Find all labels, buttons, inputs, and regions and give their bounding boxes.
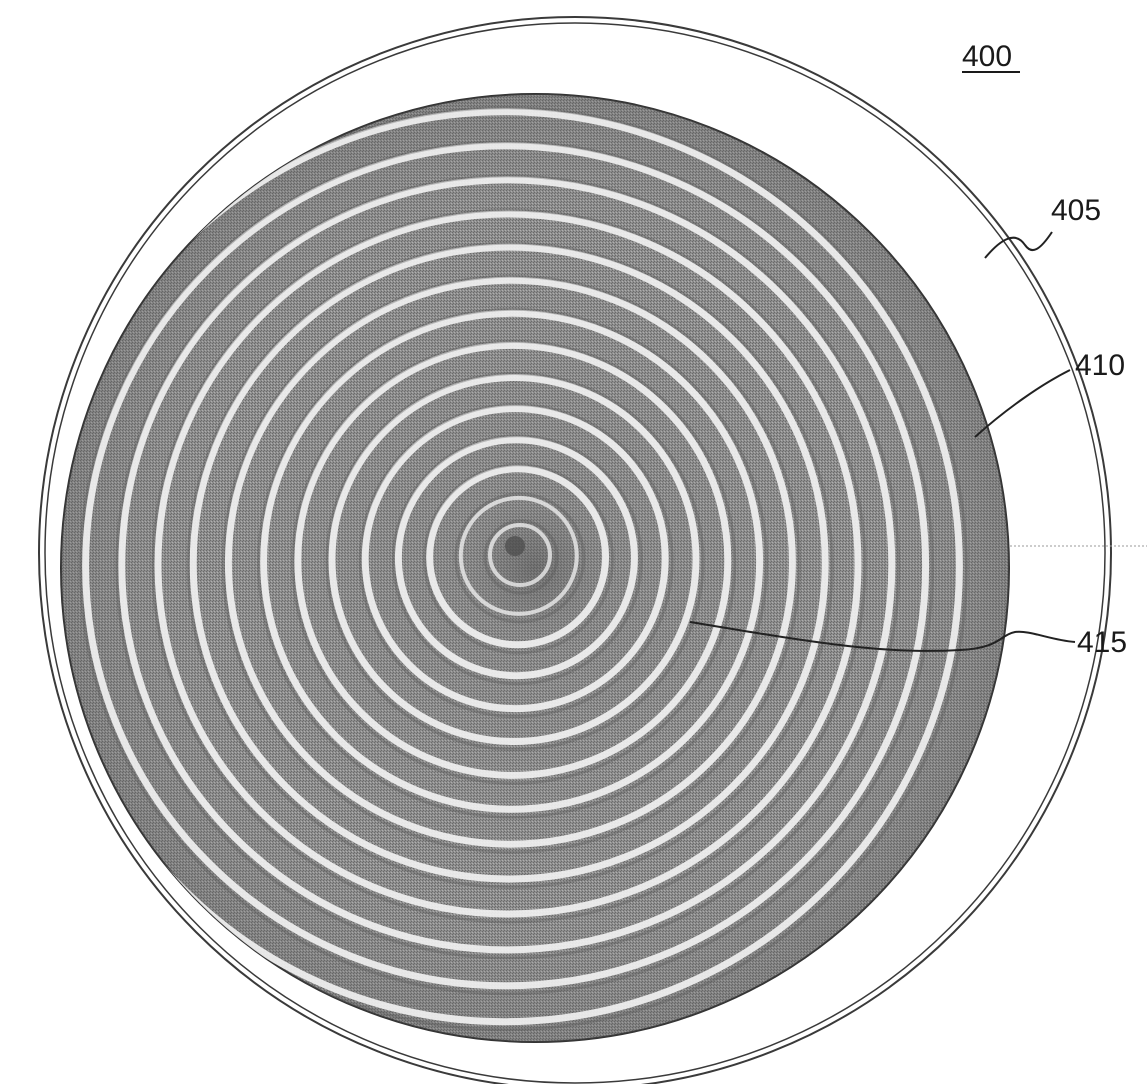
- center-mark: [505, 536, 525, 556]
- reference-label-405: 405: [1051, 194, 1101, 227]
- figure-number: 400: [962, 40, 1012, 73]
- textured-surface: [61, 94, 1009, 1042]
- figure-label: 400: [962, 40, 1020, 73]
- reference-label-415: 415: [1077, 626, 1127, 659]
- reference-label-410: 410: [1075, 349, 1125, 382]
